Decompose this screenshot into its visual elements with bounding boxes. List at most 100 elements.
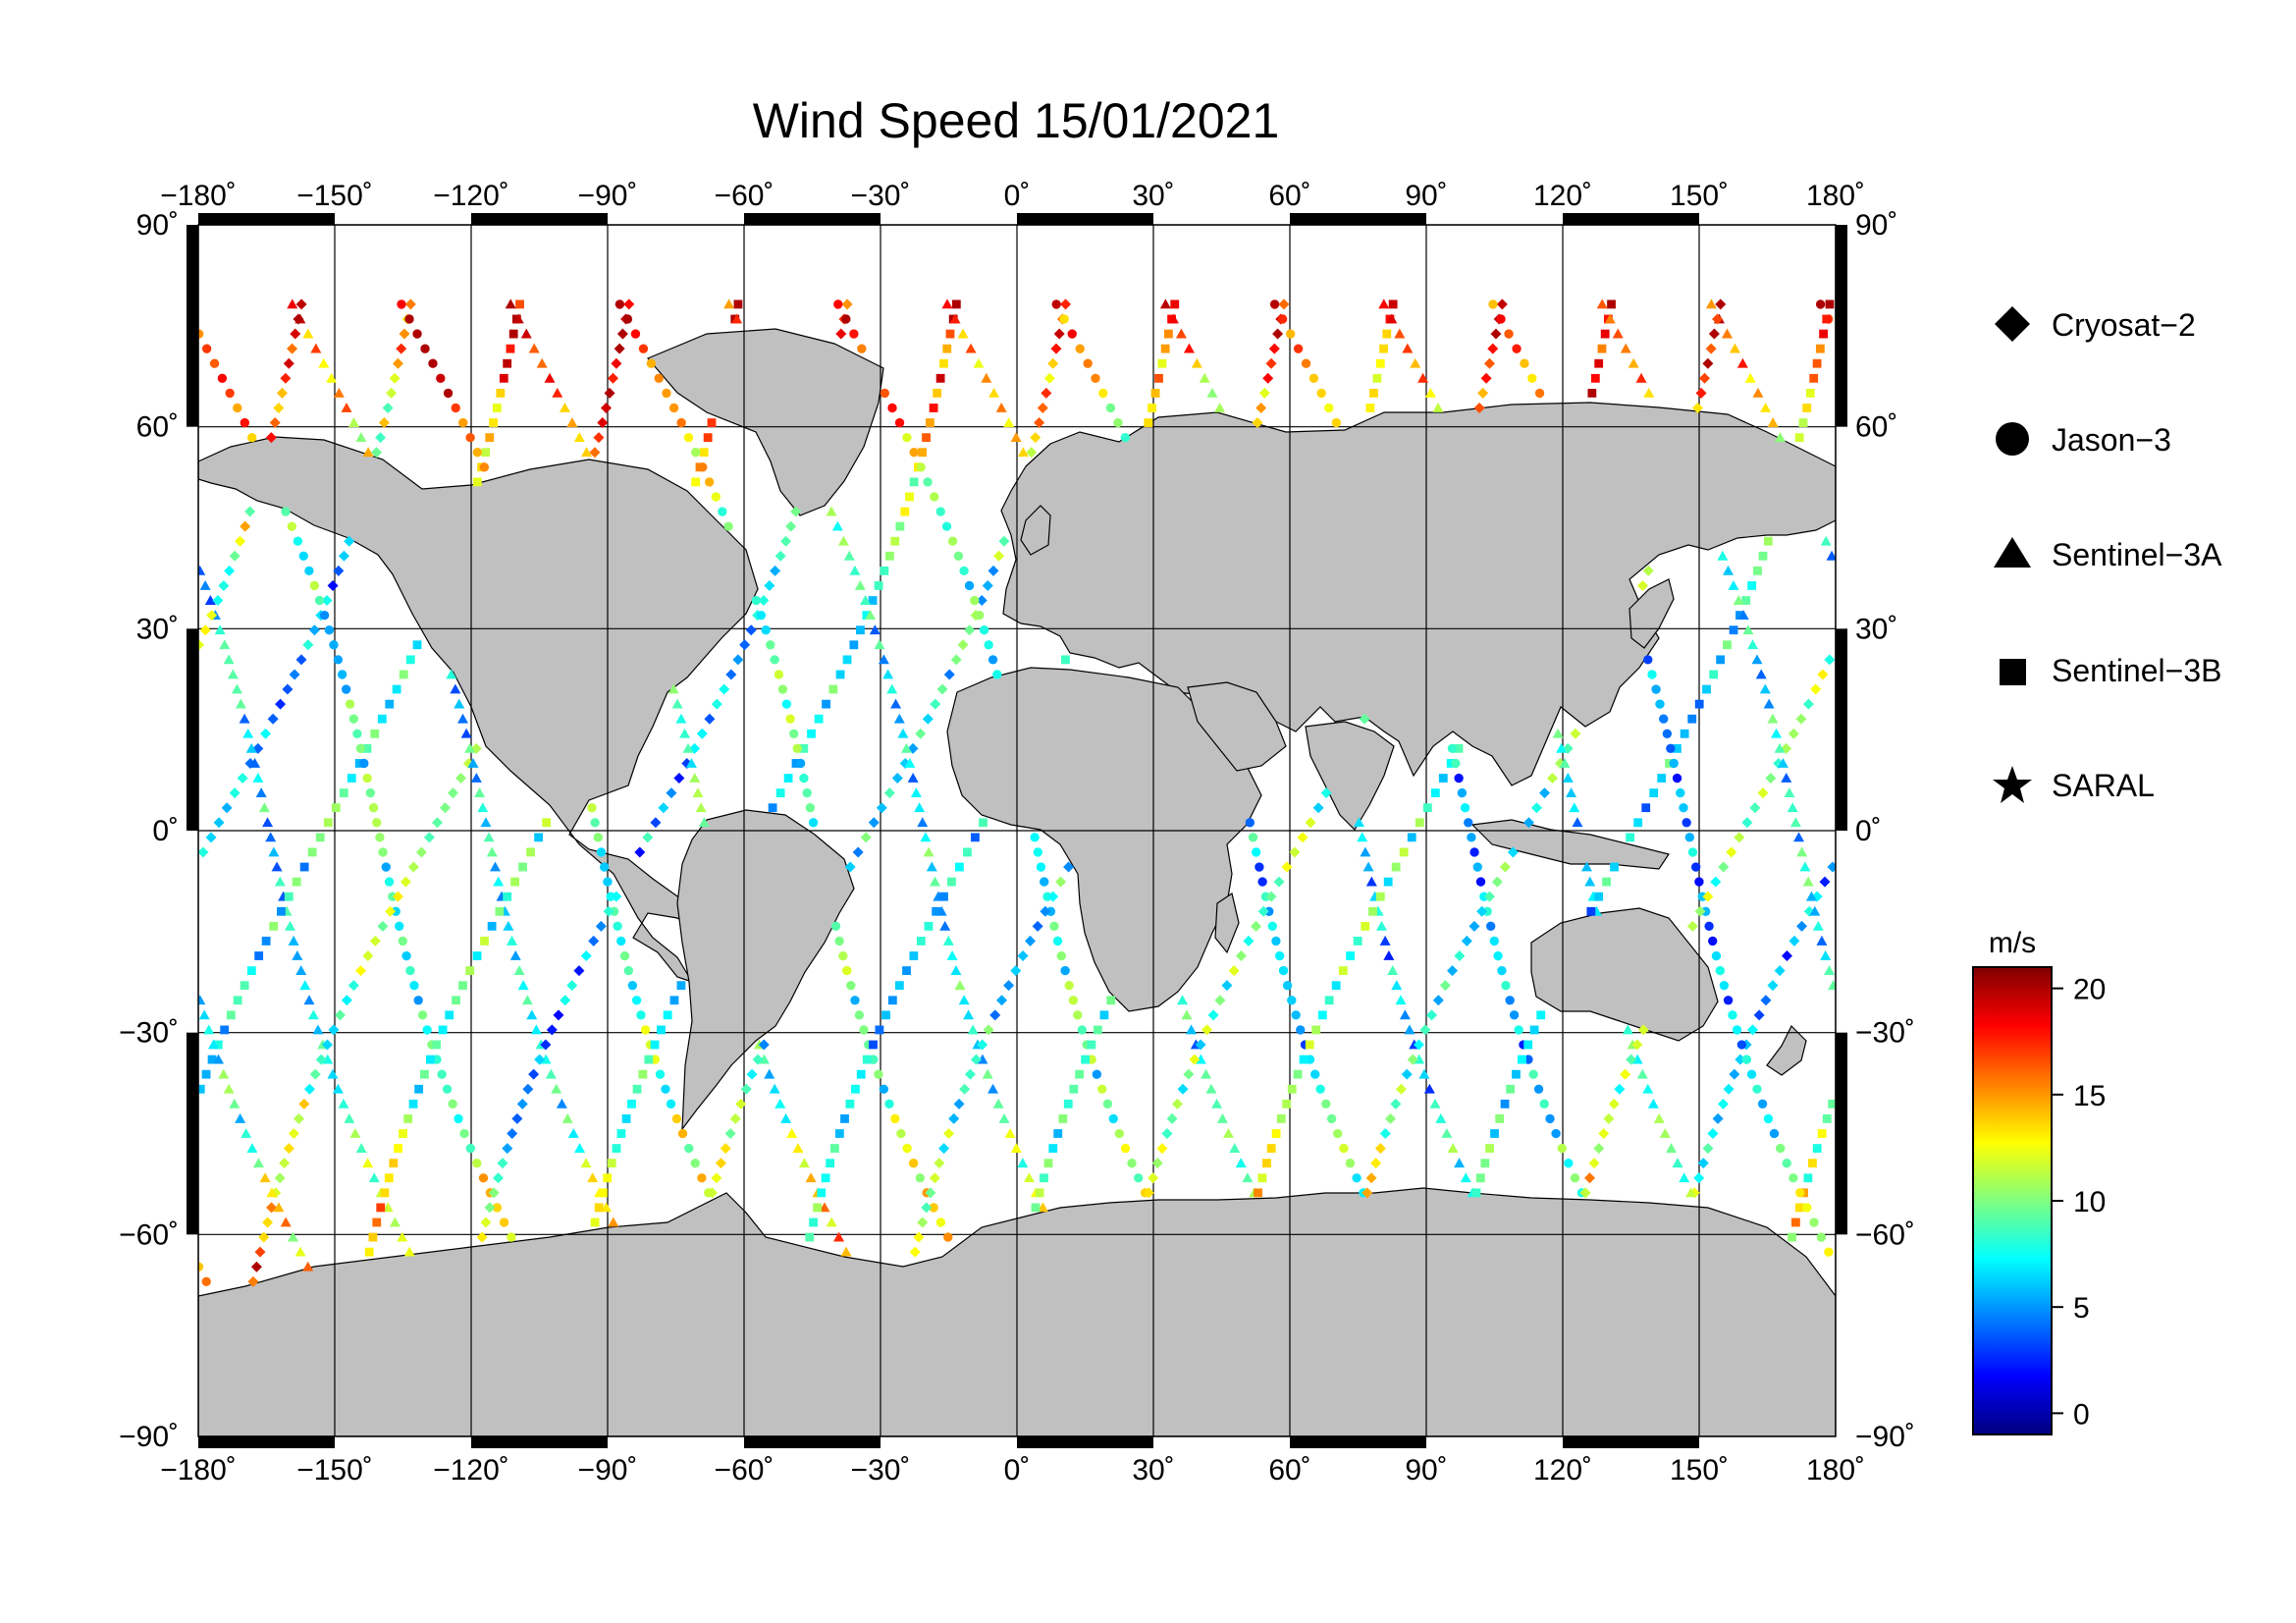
track-marker xyxy=(1120,432,1130,443)
track-marker xyxy=(923,477,933,487)
track-marker xyxy=(916,937,926,946)
lon-tick-label-bottom: 90˚ xyxy=(1405,1454,1447,1487)
frame-segment xyxy=(1563,213,1699,225)
track-marker xyxy=(1166,1112,1178,1124)
track-marker xyxy=(1388,299,1398,309)
track-marker xyxy=(943,1128,955,1139)
frame-segment xyxy=(187,628,198,831)
track-marker xyxy=(560,995,571,1006)
track-marker xyxy=(891,773,903,784)
track-marker xyxy=(497,1158,508,1169)
track-marker xyxy=(201,1069,211,1079)
track-marker xyxy=(295,965,307,975)
track-marker xyxy=(1177,995,1189,1005)
track-marker xyxy=(506,344,515,353)
track-marker xyxy=(1729,1068,1740,1080)
lon-tick-label-top: −120˚ xyxy=(433,180,509,212)
track-marker xyxy=(1723,1083,1735,1095)
track-marker xyxy=(1699,372,1711,384)
track-marker xyxy=(1636,1068,1648,1079)
track-marker xyxy=(638,344,649,353)
track-marker xyxy=(274,876,286,887)
track-marker xyxy=(1822,314,1832,324)
track-marker xyxy=(874,581,883,590)
track-marker xyxy=(859,1025,869,1035)
track-marker xyxy=(407,861,419,873)
track-marker xyxy=(481,448,491,458)
track-marker xyxy=(207,1055,217,1064)
track-marker xyxy=(551,1083,562,1094)
track-marker xyxy=(1765,773,1777,784)
track-marker xyxy=(1394,328,1406,339)
track-marker xyxy=(856,1069,866,1079)
track-marker xyxy=(1075,1069,1085,1079)
track-marker xyxy=(973,357,985,368)
track-marker xyxy=(507,935,518,946)
track-marker xyxy=(900,742,912,753)
track-marker xyxy=(1154,373,1163,383)
track-marker xyxy=(496,388,506,398)
track-marker xyxy=(489,861,501,872)
track-marker xyxy=(590,1217,600,1227)
track-marker xyxy=(1500,1099,1510,1109)
track-marker xyxy=(324,625,335,635)
track-marker xyxy=(287,521,296,531)
track-marker xyxy=(1733,595,1744,605)
track-marker xyxy=(1700,906,1711,916)
track-marker xyxy=(1604,313,1616,324)
track-marker xyxy=(914,802,926,813)
track-marker xyxy=(992,670,1002,679)
track-marker xyxy=(1583,1172,1595,1184)
track-marker xyxy=(996,995,1008,1006)
track-marker xyxy=(1143,1187,1154,1199)
track-marker xyxy=(1435,1112,1447,1123)
track-marker xyxy=(1657,774,1667,783)
track-marker xyxy=(917,1217,929,1228)
track-marker xyxy=(704,713,716,725)
track-marker xyxy=(1333,1128,1343,1139)
track-marker xyxy=(252,773,264,783)
track-marker xyxy=(630,329,641,339)
track-marker xyxy=(597,417,609,429)
track-marker xyxy=(1060,298,1072,310)
track-marker xyxy=(894,417,905,428)
track-marker xyxy=(1694,877,1704,887)
track-marker xyxy=(1802,404,1812,412)
track-marker xyxy=(561,1112,573,1123)
track-marker xyxy=(1361,921,1370,931)
colorbar-tick-label: 15 xyxy=(2073,1080,2106,1112)
track-marker xyxy=(1723,996,1734,1005)
track-marker xyxy=(589,447,601,459)
colorbar-ticks: 0 5 10 15 20 xyxy=(2052,974,2106,1431)
track-marker xyxy=(310,343,322,353)
track-marker xyxy=(735,1098,747,1109)
track-marker xyxy=(1501,981,1511,991)
track-marker xyxy=(733,299,743,309)
land-indonesia xyxy=(1470,819,1670,870)
track-marker xyxy=(289,669,300,680)
track-marker xyxy=(939,920,951,931)
track-marker xyxy=(609,906,619,916)
track-marker xyxy=(841,314,851,324)
track-marker xyxy=(261,937,271,946)
track-marker xyxy=(809,1217,818,1227)
track-marker xyxy=(819,1202,830,1213)
track-marker xyxy=(221,802,233,814)
track-marker xyxy=(962,847,972,857)
track-marker xyxy=(1741,817,1753,829)
track-marker xyxy=(1276,1114,1286,1123)
track-marker xyxy=(1545,1113,1555,1124)
track-marker xyxy=(1395,995,1407,1005)
track-marker xyxy=(1248,833,1258,842)
track-marker xyxy=(1287,1084,1297,1094)
track-marker xyxy=(268,846,280,857)
track-marker xyxy=(1148,1172,1159,1184)
track-marker xyxy=(437,1069,447,1079)
track-marker xyxy=(271,861,283,872)
track-marker xyxy=(318,357,330,368)
track-marker xyxy=(1331,981,1341,991)
track-marker xyxy=(935,507,945,516)
track-marker xyxy=(1643,655,1653,665)
track-marker xyxy=(1684,833,1694,842)
track-marker xyxy=(831,520,843,531)
